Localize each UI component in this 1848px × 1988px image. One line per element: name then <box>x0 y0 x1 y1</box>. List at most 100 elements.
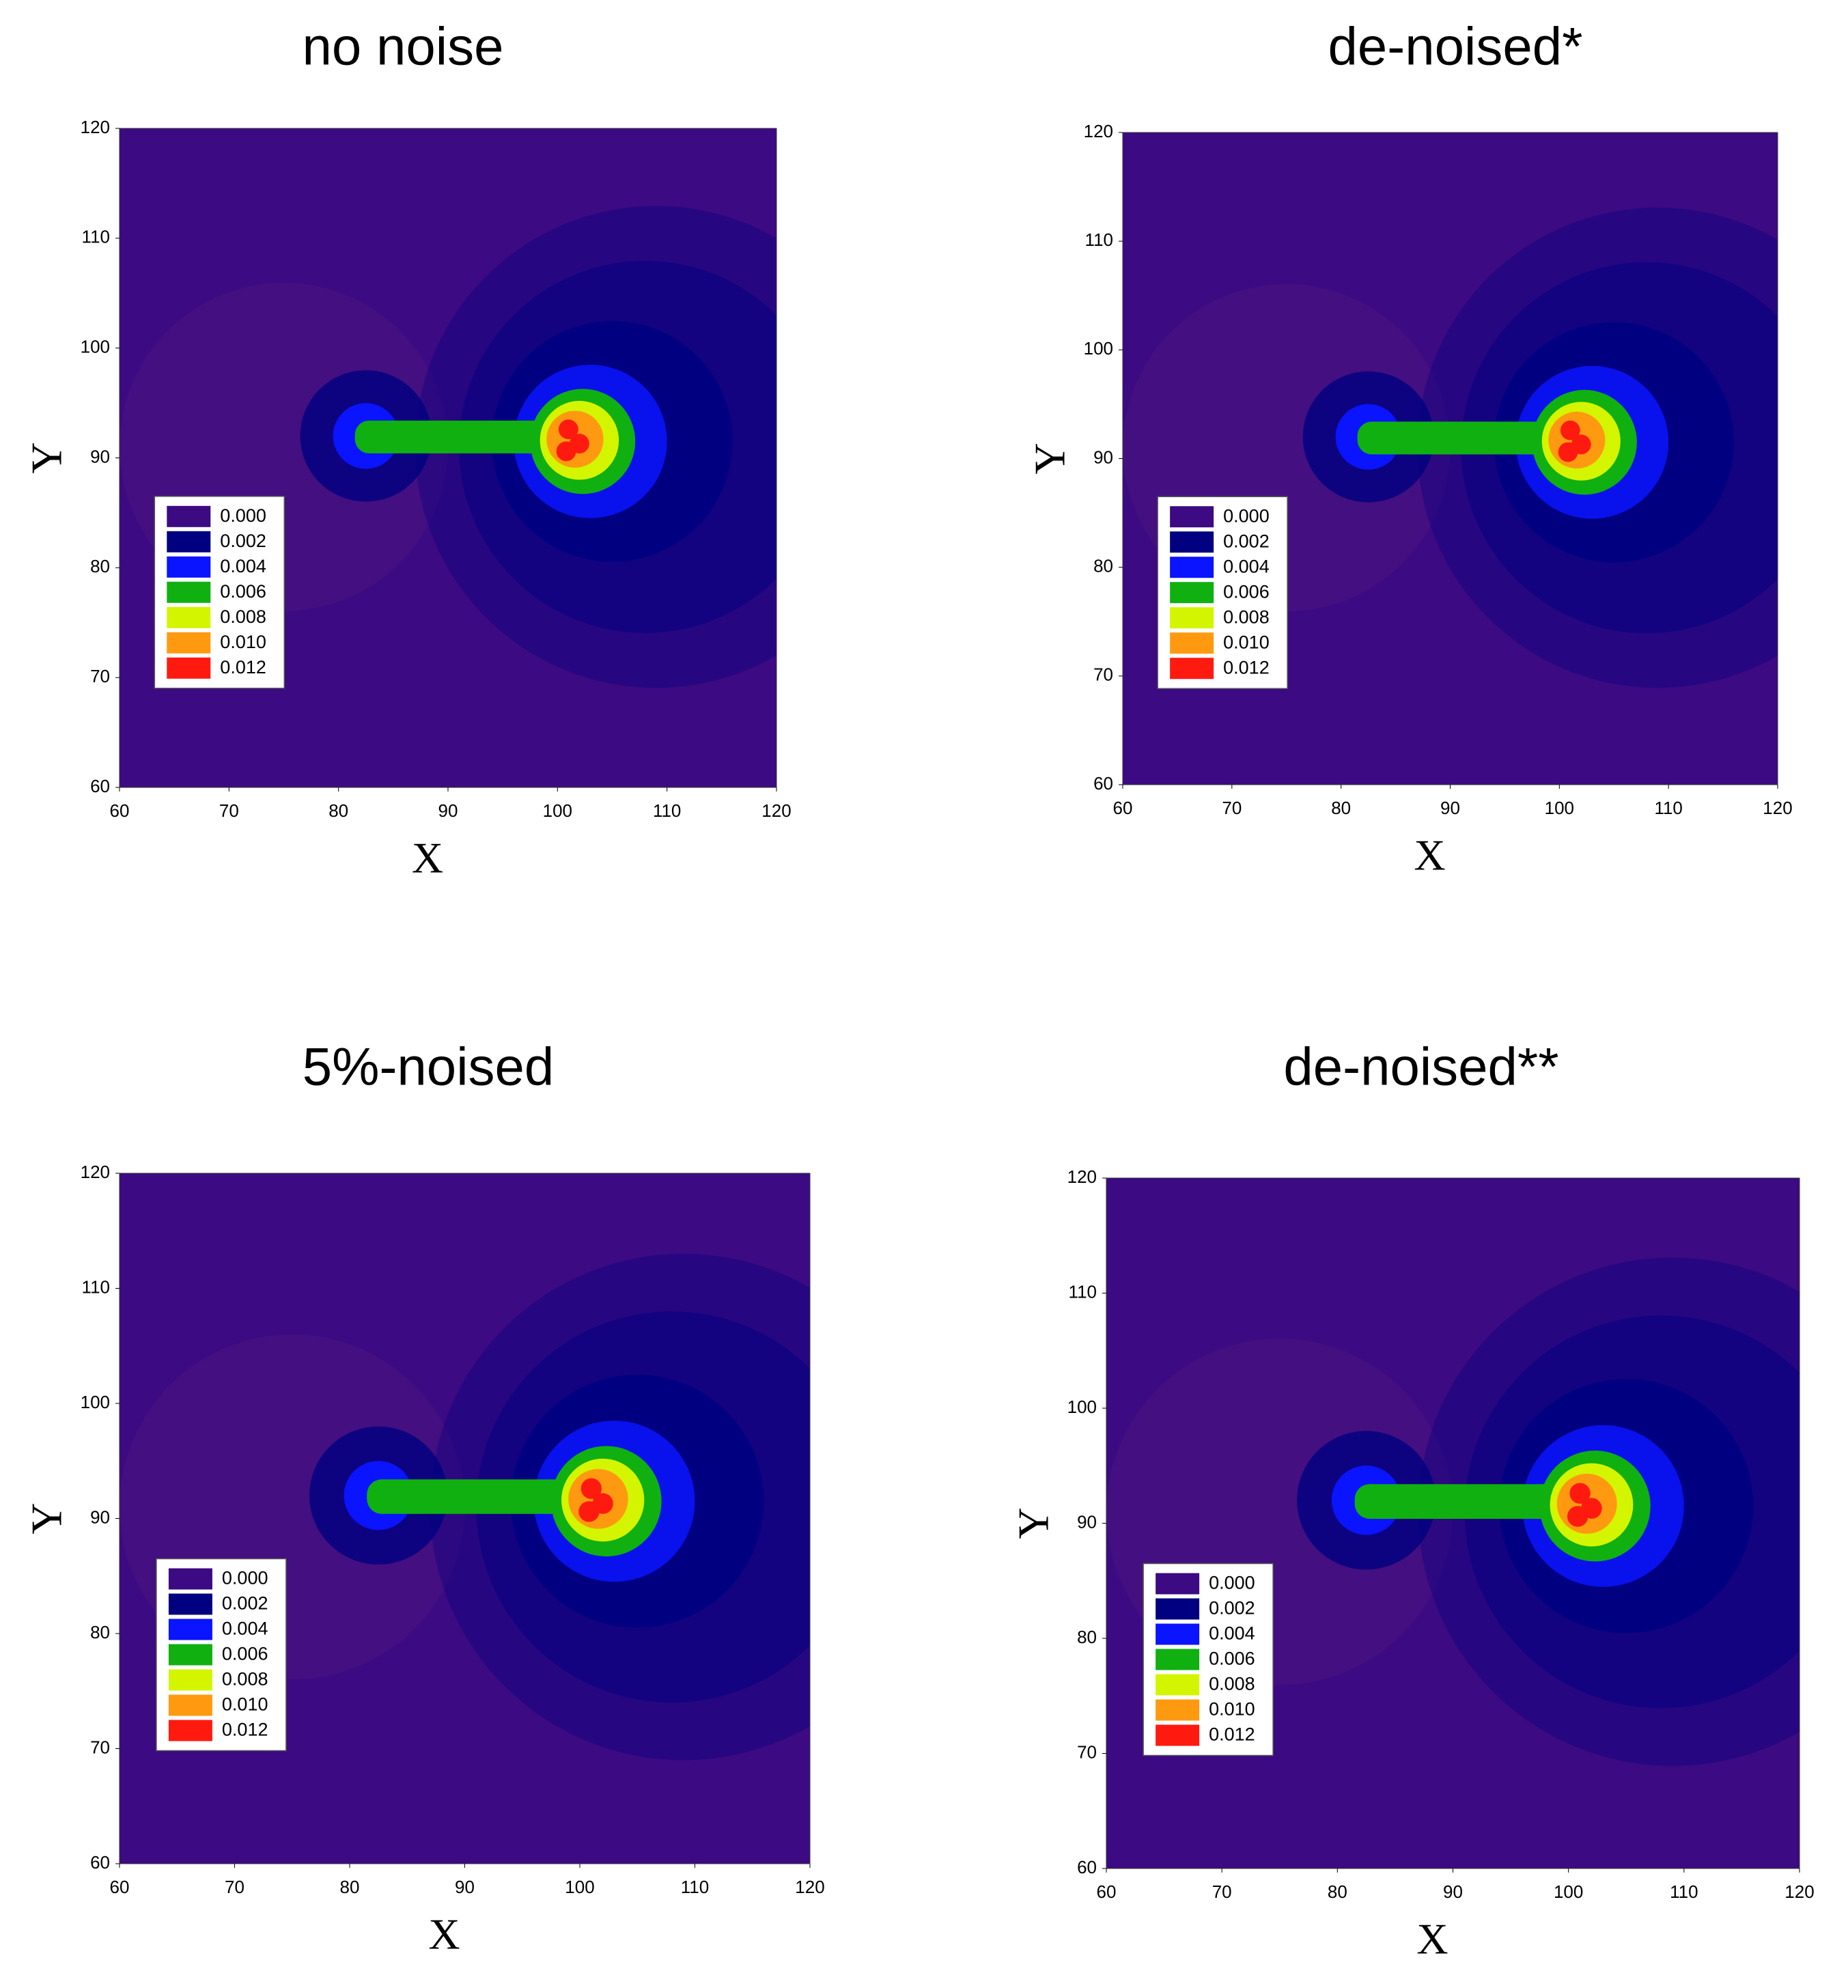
y-tick-label: 80 <box>1077 1627 1097 1647</box>
x-tick-label: 90 <box>438 800 458 821</box>
y-tick-label: 110 <box>1085 229 1113 250</box>
y-tick-label: 110 <box>82 227 110 247</box>
x-tick-label: 60 <box>1097 1881 1117 1902</box>
field-red <box>1569 1483 1591 1504</box>
legend-label: 0.000 <box>222 1568 268 1588</box>
y-tick-label: 90 <box>90 446 110 466</box>
legend-label: 0.002 <box>1209 1598 1255 1619</box>
x-axis-label: X <box>412 834 443 882</box>
legend-label: 0.006 <box>220 581 266 602</box>
x-tick-label: 110 <box>1654 798 1682 818</box>
legend-swatch <box>1170 632 1214 654</box>
field-red <box>580 1478 602 1499</box>
x-tick-label: 80 <box>340 1877 360 1897</box>
y-tick-label: 100 <box>81 337 110 357</box>
legend-swatch <box>168 1568 212 1590</box>
x-tick-label: 90 <box>455 1877 475 1897</box>
chart-title: no noise <box>303 16 504 76</box>
x-tick-label: 110 <box>681 1877 709 1897</box>
y-axis-label: Y <box>1026 443 1074 474</box>
y-tick-label: 120 <box>1067 1166 1097 1187</box>
field-red <box>1567 1506 1588 1527</box>
legend-label: 0.010 <box>220 632 266 652</box>
legend-label: 0.010 <box>1209 1699 1255 1720</box>
legend-swatch <box>1170 658 1214 680</box>
legend-swatch <box>167 505 211 527</box>
y-tick-label: 110 <box>1069 1281 1097 1302</box>
y-tick-label: 80 <box>90 556 110 576</box>
contour-field <box>120 1173 810 1864</box>
field-red <box>578 1501 600 1522</box>
legend-swatch <box>1170 531 1214 553</box>
legend-label: 0.002 <box>1223 531 1270 551</box>
legend-swatch <box>167 531 211 552</box>
legend-label: 0.008 <box>1209 1674 1255 1694</box>
y-tick-label: 100 <box>1067 1397 1097 1417</box>
contour-field <box>120 128 776 787</box>
y-tick-label: 120 <box>1084 121 1113 141</box>
x-tick-label: 90 <box>1440 798 1460 818</box>
legend-swatch <box>1156 1649 1200 1670</box>
legend-swatch <box>168 1644 212 1666</box>
x-tick-label: 100 <box>1554 1881 1583 1902</box>
y-tick-label: 70 <box>1077 1741 1097 1762</box>
x-tick-label: 60 <box>110 1877 130 1897</box>
legend-swatch <box>1156 1598 1200 1620</box>
legend-swatch <box>1170 557 1214 578</box>
legend-label: 0.008 <box>1223 606 1270 627</box>
y-tick-label: 70 <box>90 666 110 686</box>
x-axis-label: X <box>1416 1915 1448 1963</box>
y-tick-label: 80 <box>90 1622 110 1642</box>
legend-label: 0.012 <box>1223 657 1270 677</box>
legend-label: 0.006 <box>1209 1649 1255 1669</box>
legend-swatch <box>1156 1699 1200 1721</box>
legend-label: 0.012 <box>222 1720 268 1740</box>
legend-swatch <box>167 581 211 603</box>
legend-label: 0.004 <box>1209 1623 1255 1644</box>
chart-title: de-noised* <box>1328 16 1583 76</box>
x-tick-label: 120 <box>1784 1881 1814 1902</box>
x-tick-label: 70 <box>1212 1881 1232 1902</box>
y-tick-label: 60 <box>90 776 110 796</box>
y-tick-label: 80 <box>1093 556 1113 576</box>
legend-swatch <box>168 1669 212 1691</box>
y-axis-label: Y <box>23 1502 71 1534</box>
legend-swatch <box>167 556 211 578</box>
y-tick-label: 60 <box>90 1852 110 1873</box>
legend-swatch <box>168 1619 212 1640</box>
legend-swatch <box>1156 1573 1200 1595</box>
x-tick-label: 80 <box>1328 1881 1347 1902</box>
legend-label: 0.006 <box>1223 581 1270 602</box>
legend-label: 0.010 <box>1223 632 1270 652</box>
legend-label: 0.008 <box>220 606 266 627</box>
legend-label: 0.004 <box>220 556 266 576</box>
x-tick-label: 120 <box>795 1877 824 1897</box>
x-tick-label: 70 <box>1222 798 1242 818</box>
legend-swatch <box>168 1720 212 1741</box>
field-rod <box>1354 1484 1586 1519</box>
y-tick-label: 100 <box>1084 338 1113 359</box>
legend-label: 0.004 <box>222 1619 268 1639</box>
x-tick-label: 90 <box>1443 1881 1463 1902</box>
y-tick-label: 120 <box>81 1162 110 1182</box>
legend-swatch <box>1170 607 1214 629</box>
x-tick-label: 110 <box>1670 1881 1698 1902</box>
x-tick-label: 60 <box>110 800 130 821</box>
x-axis-label: X <box>1414 831 1445 880</box>
y-tick-label: 90 <box>1077 1511 1097 1532</box>
legend-label: 0.004 <box>1223 556 1270 576</box>
legend-swatch <box>1156 1674 1200 1696</box>
legend-swatch <box>167 632 211 654</box>
legend-swatch <box>168 1593 212 1615</box>
x-tick-label: 120 <box>1763 798 1792 818</box>
y-tick-label: 60 <box>1093 773 1113 794</box>
y-axis-label: Y <box>23 442 71 473</box>
y-tick-label: 100 <box>81 1392 110 1412</box>
y-tick-label: 110 <box>82 1276 110 1297</box>
legend-swatch <box>1156 1623 1200 1645</box>
legend-label: 0.000 <box>1209 1573 1255 1593</box>
chart-title: 5%-noised <box>303 1037 555 1097</box>
y-tick-label: 70 <box>1093 664 1113 685</box>
y-tick-label: 90 <box>90 1507 110 1527</box>
x-tick-label: 100 <box>1545 798 1574 818</box>
